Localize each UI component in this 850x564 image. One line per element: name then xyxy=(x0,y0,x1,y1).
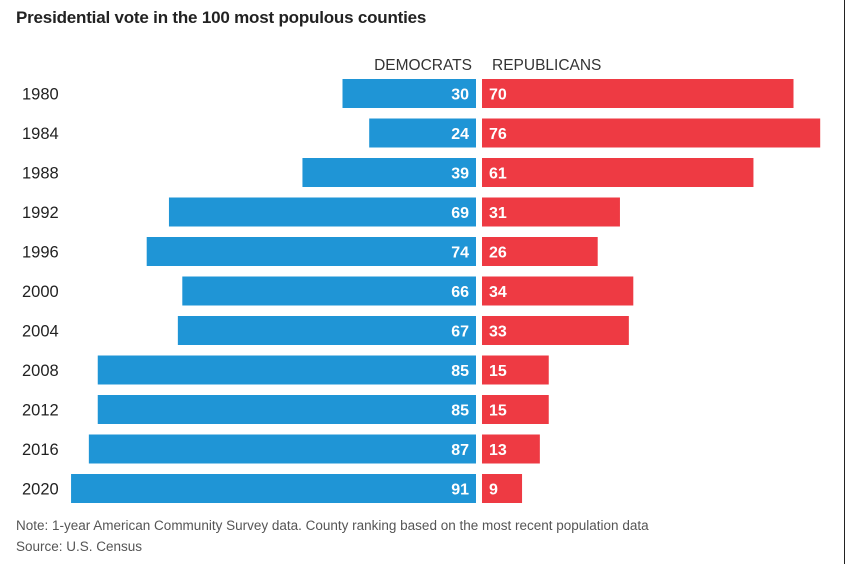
year-label: 1996 xyxy=(22,244,59,262)
chart-title: Presidential vote in the 100 most populo… xyxy=(16,8,427,27)
republican-bar xyxy=(482,118,821,148)
republican-bar xyxy=(482,316,629,345)
republican-bar xyxy=(482,237,598,266)
democrat-value-label: 74 xyxy=(451,245,469,262)
republican-bar xyxy=(482,158,754,187)
year-label: 2008 xyxy=(22,362,59,380)
democrat-bar xyxy=(146,237,476,266)
democrat-bar xyxy=(71,474,477,503)
democrat-bar xyxy=(177,316,476,345)
republican-bar xyxy=(482,79,794,108)
democrat-value-label: 66 xyxy=(451,284,469,301)
democrat-value-label: 67 xyxy=(451,324,469,341)
democrat-value-label: 85 xyxy=(451,403,469,420)
year-label: 2012 xyxy=(22,402,59,420)
republican-value-label: 33 xyxy=(489,324,507,341)
year-label: 2004 xyxy=(22,323,59,341)
democrat-value-label: 30 xyxy=(451,87,469,104)
republican-value-label: 9 xyxy=(489,482,498,499)
republican-bar xyxy=(482,276,634,306)
republican-value-label: 15 xyxy=(489,403,507,420)
year-label: 2020 xyxy=(22,481,59,499)
republican-value-label: 61 xyxy=(489,166,507,183)
democrat-bar xyxy=(182,276,477,306)
democrat-bar xyxy=(369,118,476,148)
republican-bar xyxy=(482,474,523,503)
republican-value-label: 26 xyxy=(489,245,507,262)
democrat-value-label: 85 xyxy=(451,363,469,380)
source-text: Source: U.S. Census xyxy=(16,539,143,554)
republican-value-label: 76 xyxy=(489,126,507,143)
republican-value-label: 13 xyxy=(489,442,507,459)
year-label: 2016 xyxy=(22,441,59,459)
democrat-value-label: 39 xyxy=(451,166,469,183)
year-label: 1992 xyxy=(22,204,59,222)
democrat-value-label: 24 xyxy=(451,126,469,143)
republican-value-label: 34 xyxy=(489,284,507,301)
frame-border xyxy=(844,0,845,564)
democrat-bar xyxy=(168,197,476,227)
republican-bar xyxy=(482,395,549,424)
note-text: Note: 1-year American Community Survey d… xyxy=(16,518,649,533)
democrat-value-label: 87 xyxy=(451,442,469,459)
year-label: 2000 xyxy=(22,283,59,301)
democrat-bar xyxy=(302,158,476,187)
democrat-bar xyxy=(88,434,476,464)
year-label: 1984 xyxy=(22,125,59,143)
democrat-value-label: 69 xyxy=(451,205,469,222)
republican-bar xyxy=(482,355,549,385)
democrat-bar xyxy=(342,79,476,108)
republican-bar xyxy=(482,434,540,464)
chart-notes: Note: 1-year American Community Survey d… xyxy=(16,515,649,557)
year-label: 1980 xyxy=(22,86,59,104)
democrat-bar xyxy=(97,355,476,385)
republicans-header: REPUBLICANS xyxy=(492,57,601,74)
democrat-value-label: 91 xyxy=(451,482,469,499)
year-label: 1988 xyxy=(22,165,59,183)
democrats-header: DEMOCRATS xyxy=(374,57,472,74)
republican-value-label: 31 xyxy=(489,205,507,222)
diverging-bar-chart: DEMOCRATS REPUBLICANS 1980 30 70 1984 24 76 1988… xyxy=(22,57,821,503)
republican-bar xyxy=(482,197,620,227)
democrat-bar xyxy=(97,395,476,424)
republican-value-label: 70 xyxy=(489,87,507,104)
republican-value-label: 15 xyxy=(489,363,507,380)
